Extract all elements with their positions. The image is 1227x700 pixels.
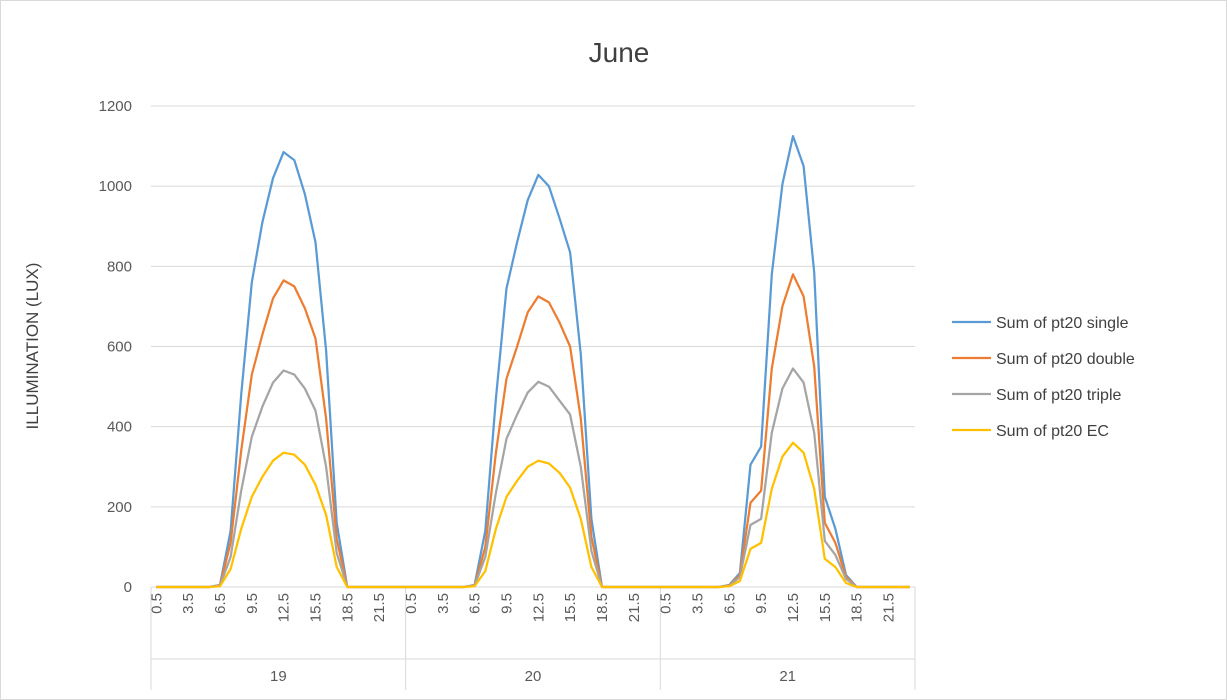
y-tick-label: 200 [107,499,132,516]
y-tick-label: 400 [107,419,132,436]
x-tick-label: 21.5 [880,593,897,622]
x-tick-label: 9.5 [244,593,261,614]
x-tick-label: 18.5 [849,593,866,622]
x-tick-label: 6.5 [721,593,738,614]
group-label: 19 [270,668,287,685]
legend-label: Sum of pt20 triple [996,387,1122,404]
x-tick-label: 15.5 [817,593,834,622]
x-tick-label: 15.5 [562,593,579,622]
chart-title: June [589,37,650,68]
gridlines [151,105,915,588]
x-tick-label: 0.5 [148,593,165,614]
x-axis: 0.5 3.5 6.5 9.5 12.5 15.5 18.5 21.5 19 0.5 3.5 6.5 9… [148,586,916,690]
series-line-3 [156,367,910,589]
series-lines [156,134,910,589]
x-tick-label: 3.5 [689,593,706,614]
y-tick-label: 0 [124,579,132,596]
y-tick-label: 1000 [99,178,132,195]
y-axis-title: ILLUMINATION (LUX) [23,263,42,430]
legend-label: Sum of pt20 double [996,351,1135,368]
x-tick-label: 6.5 [212,593,229,614]
x-tick-label: 12.5 [276,593,293,622]
x-tick-label: 9.5 [753,593,770,614]
x-tick-label: 15.5 [307,593,324,622]
y-tick-label: 800 [107,258,132,275]
legend: Sum of pt20 single Sum of pt20 double Sum … [952,315,1135,440]
legend-label: Sum of pt20 single [996,315,1129,332]
x-tick-label: 0.5 [403,593,420,614]
group-label: 21 [779,668,796,685]
legend-label: Sum of pt20 EC [996,423,1109,440]
series-line-1 [156,134,910,589]
x-tick-label: 18.5 [594,593,611,622]
x-tick-label: 21.5 [626,593,643,622]
series-line-2 [156,273,910,589]
x-tick-label: 3.5 [435,593,452,614]
x-tick-label: 9.5 [498,593,515,614]
x-tick-label: 18.5 [339,593,356,622]
series-line-4 [156,441,910,589]
y-tick-label: 600 [107,339,132,356]
x-tick-label: 0.5 [658,593,675,614]
x-tick-label: 12.5 [530,593,547,622]
x-tick-label: 3.5 [180,593,197,614]
x-tick-label: 21.5 [371,593,388,622]
x-tick-label: 12.5 [785,593,802,622]
group-label: 20 [525,668,542,685]
x-tick-label: 6.5 [467,593,484,614]
y-tick-label: 1200 [99,98,132,115]
y-axis: 0 200 400 600 800 1000 1200 [99,98,132,596]
